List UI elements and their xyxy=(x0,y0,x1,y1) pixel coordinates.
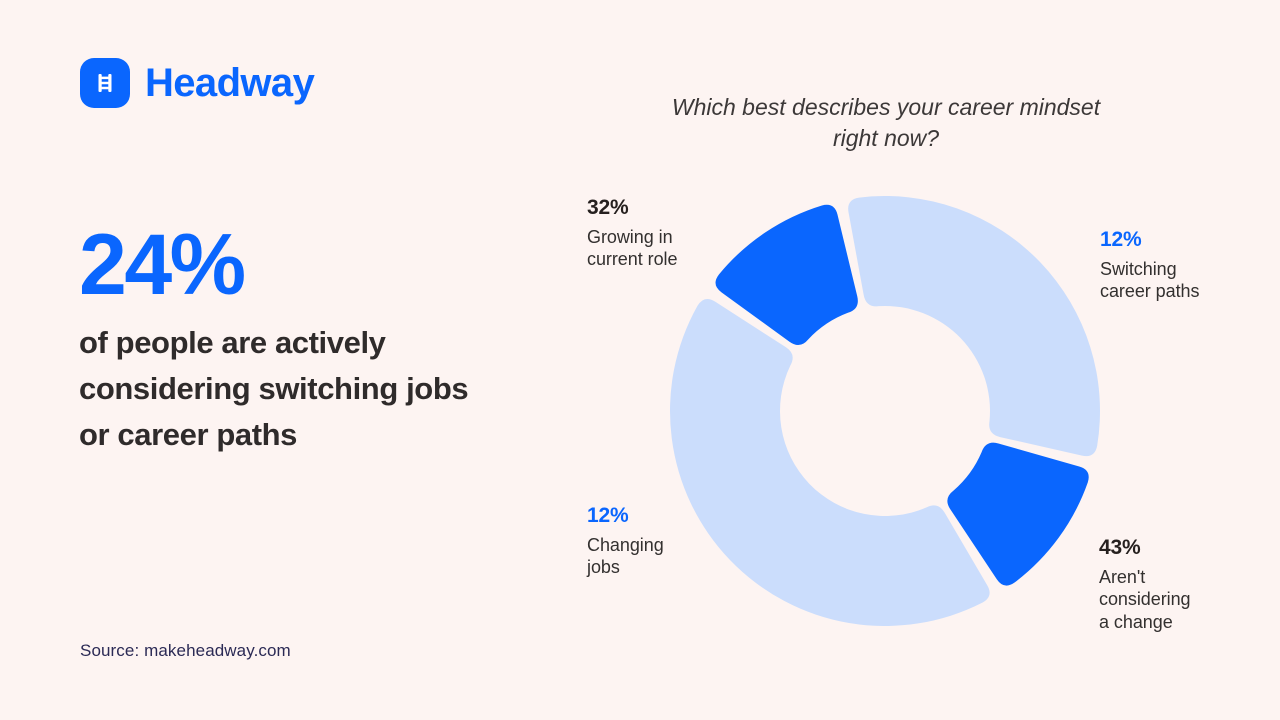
callout-percent: 32% xyxy=(587,196,629,219)
chart-title: Which best describes your career mindset… xyxy=(671,94,1101,151)
callout-label-line: Aren't xyxy=(1099,566,1146,587)
brand-name: Headway xyxy=(145,61,315,105)
donut-slice xyxy=(947,442,1089,586)
callout-label-line: Switching xyxy=(1100,258,1177,279)
callout-label-line: a change xyxy=(1099,611,1173,632)
callout-percent: 12% xyxy=(1100,228,1142,251)
donut-slice xyxy=(670,298,990,627)
callout-growing-in-current-role: 32% Growing in current role xyxy=(587,196,777,271)
donut-chart xyxy=(660,186,1110,636)
callout-label-line: jobs xyxy=(587,557,620,578)
callout-label-line: Changing xyxy=(587,534,664,555)
stat-number: 24 xyxy=(79,217,172,313)
ladder-icon xyxy=(80,58,130,108)
callout-percent: 12% xyxy=(587,504,629,527)
callout-changing-jobs: 12% Changing jobs xyxy=(587,504,767,579)
headline-statistic: 24% xyxy=(79,222,246,308)
callout-switching-career-paths: 12% Switching career paths xyxy=(1100,228,1270,303)
donut-slice xyxy=(715,204,858,346)
headline-description: of people are actively considering switc… xyxy=(79,325,469,453)
callout-label-line: current role xyxy=(587,249,678,270)
callout-label-line: Growing in xyxy=(587,226,673,247)
callout-percent: 43% xyxy=(1099,536,1141,559)
callout-label-line: career paths xyxy=(1100,281,1200,302)
callout-arent-considering-a-change: 43% Aren't considering a change xyxy=(1099,536,1269,633)
source-credit: Source: makeheadway.com xyxy=(80,641,291,660)
callout-label-line: considering xyxy=(1099,589,1191,610)
stat-percent-symbol: % xyxy=(169,217,246,313)
donut-slice xyxy=(848,196,1100,457)
brand-logo: Headway xyxy=(80,58,315,108)
